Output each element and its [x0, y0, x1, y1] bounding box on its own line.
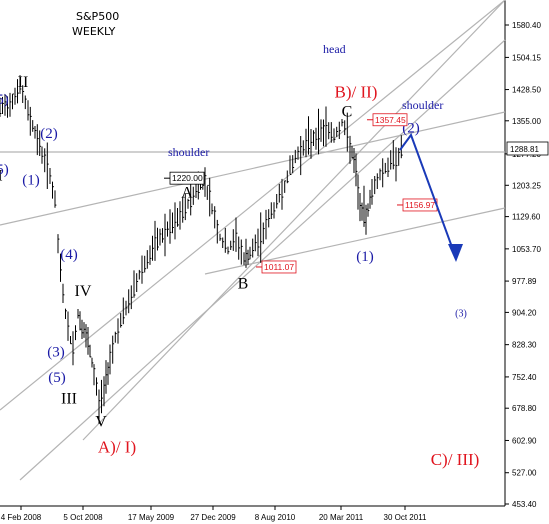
- wave-label: B: [238, 276, 249, 293]
- right-shoulder-annotation: shoulder: [402, 98, 443, 112]
- price-tick-label: 1504.15: [512, 53, 541, 62]
- date-tick-label: 5 Oct 2008: [63, 513, 103, 522]
- price-axis-panel: [505, 0, 549, 524]
- price-tick-label: 904.20: [512, 308, 537, 317]
- wave-label: (1): [22, 173, 40, 189]
- price-tick-label: 977.89: [512, 277, 537, 286]
- price-box-label: 1156.97: [405, 200, 435, 210]
- current-price-tag: 1288.81: [506, 141, 549, 156]
- price-box: 1156.97: [397, 198, 438, 212]
- price-tick-label: 1053.70: [512, 245, 541, 254]
- projection-arrow: [399, 132, 463, 262]
- price-box: 1220.00: [164, 171, 205, 185]
- price-tick-label: 1355.00: [512, 117, 541, 126]
- date-tick-label: 30 Oct 2011: [384, 513, 428, 522]
- price-tick-label: 527.00: [512, 469, 537, 478]
- wave-label: II: [18, 74, 29, 91]
- chart-subtitle: WEEKLY: [72, 25, 116, 38]
- price-box-label: 1357.45: [375, 115, 406, 125]
- price-tick-label: 602.90: [512, 436, 537, 445]
- wave-label: (5): [0, 162, 9, 178]
- price-tick-label: 1428.50: [512, 86, 541, 95]
- wave-label: A)/ I): [98, 438, 136, 457]
- left-shoulder-annotation: shoulder: [168, 145, 209, 159]
- wave-label: C: [342, 104, 353, 121]
- price-tick-label: 1203.25: [512, 181, 541, 190]
- wave-label: B)/ II): [335, 82, 378, 101]
- date-axis-ticks: 4 Feb 2008 5 Oct 2008 17 May 2009 27 Dec 20…: [1, 506, 427, 522]
- price-box-label: 1220.00: [172, 173, 203, 183]
- price-box: 1357.45: [367, 113, 408, 127]
- date-tick-label: 27 Dec 2009: [190, 513, 236, 522]
- channel-line: [82, 0, 506, 441]
- wave-label: (1): [356, 249, 374, 265]
- svg-text:1288.81: 1288.81: [510, 145, 539, 154]
- head-annotation: head: [323, 42, 346, 56]
- wave-label: C)/ III): [431, 450, 480, 469]
- price-axis-ticks: 1580.401504.151428.501355.001277.201203.…: [505, 21, 541, 509]
- price-tick-label: 678.80: [512, 404, 537, 413]
- wave-label: IV: [75, 283, 92, 300]
- price-tick-label: 1580.40: [512, 21, 541, 30]
- wave-label: V: [95, 413, 107, 430]
- wave-label: A: [181, 184, 193, 201]
- wave-label: (5): [48, 370, 66, 386]
- wave-label: (3): [47, 345, 65, 361]
- chart-title: S&P500: [76, 10, 119, 23]
- wave-label: (4): [60, 247, 78, 263]
- wave-label: (2): [40, 126, 58, 142]
- price-box-label: 1011.07: [264, 262, 294, 272]
- price-tick-label: 752.40: [512, 373, 537, 382]
- trendline: [0, 111, 506, 226]
- date-tick-label: 8 Aug 2010: [255, 513, 296, 522]
- date-tick-label: 17 May 2009: [128, 513, 175, 522]
- date-tick-label: 4 Feb 2008: [1, 513, 42, 522]
- wave-label: I: [0, 167, 3, 184]
- price-boxes: 1220.00 1357.45 1156.97 1011.07: [164, 113, 438, 274]
- price-box: 1011.07: [256, 260, 297, 274]
- trendline: [19, 39, 506, 481]
- date-tick-label: 20 Mar 2011: [319, 513, 364, 522]
- wave-label: (5): [0, 92, 9, 108]
- trendlines: [0, 0, 506, 481]
- trendline: [204, 207, 506, 275]
- wave-label: (3): [455, 308, 467, 319]
- price-tick-label: 828.30: [512, 341, 537, 350]
- wave-label: III: [61, 390, 77, 407]
- candles: [0, 75, 403, 424]
- price-tick-label: 1129.60: [512, 213, 541, 222]
- trendline: [0, 0, 506, 411]
- price-tick-label: 453.40: [512, 500, 537, 509]
